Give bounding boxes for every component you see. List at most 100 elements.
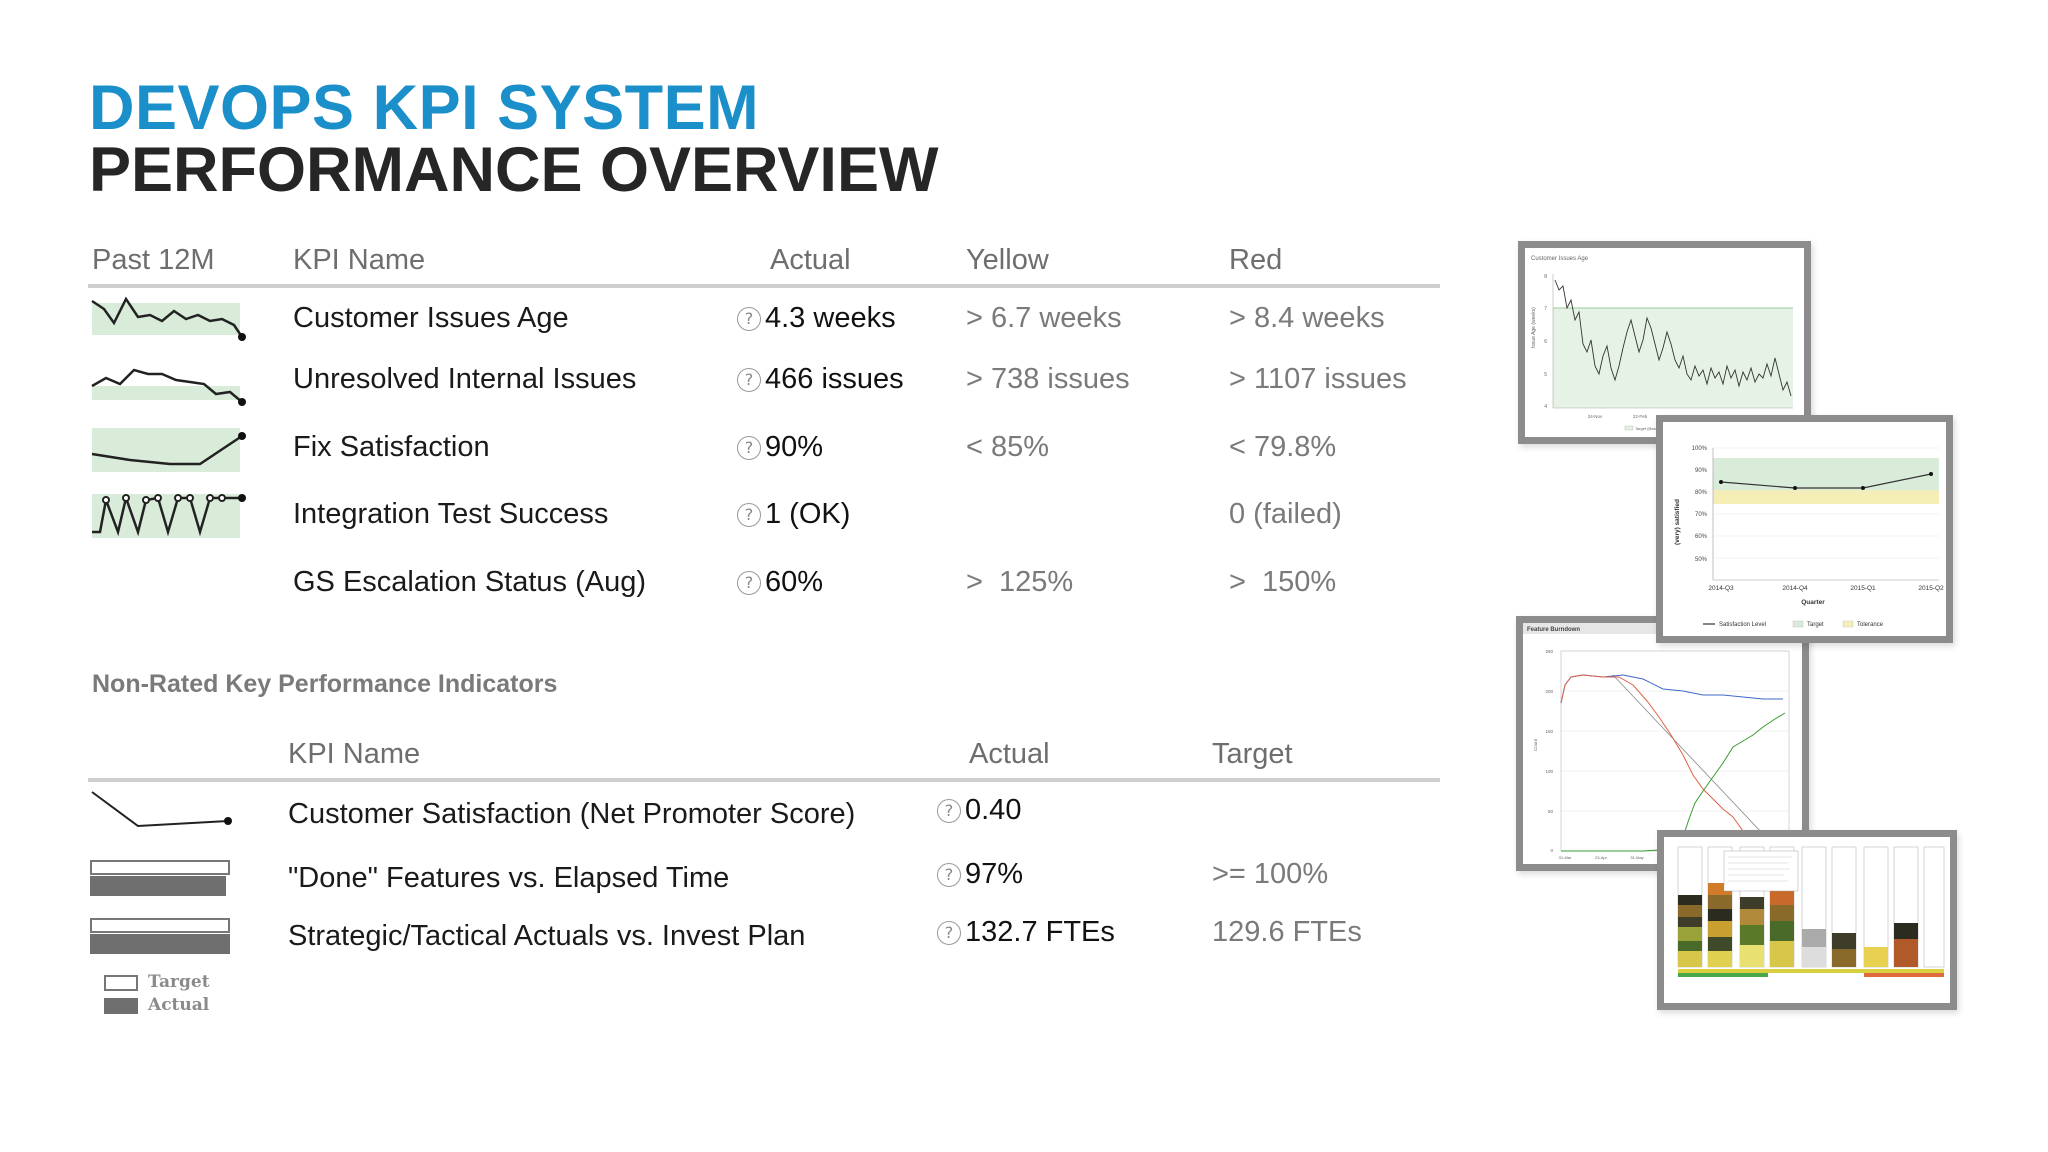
nonrated-actual-done-features: ? 97% (937, 858, 1023, 891)
kpi-red-customer-issues-age: > 8.4 weeks (1229, 302, 1385, 334)
svg-text:2014-Q4: 2014-Q4 (1782, 585, 1808, 592)
kpi-actual-gs-escalation-status: ? 60% (737, 566, 823, 599)
kpi-name-fix-satisfaction: Fix Satisfaction (293, 431, 490, 463)
svg-text:8: 8 (1544, 274, 1547, 280)
sparkline-fix-satisfaction (91, 428, 246, 472)
svg-text:2015-Q2: 2015-Q2 (1918, 585, 1944, 592)
help-icon[interactable]: ? (737, 571, 761, 595)
kpi-actual-unresolved-internal-issues: ? 466 issues (737, 363, 904, 396)
header-actual: Actual (770, 244, 851, 276)
thumbnail-investment-plan[interactable] (1657, 830, 1957, 1010)
nonrated-target-done-features: >= 100% (1212, 858, 1329, 890)
svg-text:150: 150 (1545, 729, 1553, 734)
page-subtitle: PERFORMANCE OVERVIEW (89, 135, 939, 205)
svg-text:50: 50 (1548, 809, 1554, 814)
svg-text:Target: Target (1807, 622, 1824, 628)
kpi-actual-customer-issues-age: ? 4.3 weeks (737, 302, 896, 335)
nonrated-name-strategic-tactical: Strategic/Tactical Actuals vs. Invest Pl… (288, 920, 806, 952)
help-icon[interactable]: ? (737, 368, 761, 392)
legend-target-label: Target (148, 972, 210, 992)
thumb1-title: Customer Issues Age (1531, 256, 1589, 262)
svg-text:4: 4 (1544, 404, 1547, 410)
svg-text:100%: 100% (1692, 446, 1708, 452)
svg-text:Feature Burndown: Feature Burndown (1527, 627, 1580, 633)
svg-text:90%: 90% (1695, 468, 1708, 474)
nonrated-actual-customer-satisfaction: ? 0.40 (937, 794, 1021, 827)
kpi-yellow-gs-escalation-status: > 125% (966, 566, 1074, 598)
progress-done-features (90, 860, 230, 896)
header-kpi-name: KPI Name (293, 244, 426, 276)
svg-text:Target (Baseline): Target (Baseline) (1635, 426, 1666, 431)
help-icon[interactable]: ? (937, 921, 961, 945)
nonrated-target-strategic-tactical: 129.6 FTEs (1212, 916, 1362, 948)
svg-text:200: 200 (1545, 689, 1553, 694)
nonrated-header-divider (88, 778, 1440, 782)
svg-text:(very) satisfied: (very) satisfied (1674, 499, 1681, 545)
progress-strategic-tactical (90, 918, 230, 954)
kpi-actual-integration-test-success: ? 1 (OK) (737, 498, 850, 531)
svg-text:7: 7 (1544, 306, 1547, 312)
kpi-name-unresolved-internal-issues: Unresolved Internal Issues (293, 363, 637, 395)
kpi-red-integration-test-success: 0 (failed) (1229, 498, 1342, 530)
help-icon[interactable]: ? (737, 436, 761, 460)
svg-text:22-Feb: 22-Feb (1633, 414, 1648, 419)
sparkline-customer-satisfaction (91, 791, 232, 828)
svg-text:Satisfaction Level: Satisfaction Level (1719, 622, 1766, 628)
svg-text:24-Nov: 24-Nov (1588, 414, 1603, 419)
help-icon[interactable]: ? (937, 863, 961, 887)
kpi-actual-fix-satisfaction: ? 90% (737, 431, 823, 464)
legend-target-swatch (104, 975, 138, 991)
svg-text:2014-Q3: 2014-Q3 (1708, 585, 1734, 592)
svg-text:5: 5 (1544, 372, 1547, 378)
svg-text:100: 100 (1545, 769, 1553, 774)
kpi-name-gs-escalation-status: GS Escalation Status (Aug) (293, 566, 646, 598)
legend-actual-label: Actual (148, 995, 210, 1015)
thumbnail-fix-satisfaction[interactable]: 100% 90% 80% 70% 60% 50% (very) satisfie… (1656, 415, 1953, 643)
svg-text:70%: 70% (1695, 512, 1708, 518)
sparkline-customer-issues-age (91, 296, 246, 341)
legend-actual-swatch (104, 998, 138, 1014)
svg-text:31-May: 31-May (1630, 855, 1643, 860)
svg-text:60%: 60% (1695, 534, 1708, 540)
svg-text:250: 250 (1545, 649, 1553, 654)
header-divider (88, 284, 1440, 288)
help-icon[interactable]: ? (737, 503, 761, 527)
svg-text:Issue Age (weeks): Issue Age (weeks) (1531, 307, 1537, 348)
kpi-red-fix-satisfaction: < 79.8% (1229, 431, 1337, 463)
kpi-name-integration-test-success: Integration Test Success (293, 498, 609, 530)
kpi-red-gs-escalation-status: > 150% (1229, 566, 1337, 598)
svg-text:80%: 80% (1695, 490, 1708, 496)
kpi-yellow-unresolved-internal-issues: > 738 issues (966, 363, 1130, 395)
svg-text:Tolerance: Tolerance (1857, 622, 1884, 628)
progress-actual-bar (90, 934, 230, 954)
progress-target-bar (90, 860, 230, 875)
section-title-non-rated: Non-Rated Key Performance Indicators (92, 670, 558, 698)
nonrated-actual-strategic-tactical: ? 132.7 FTEs (937, 916, 1115, 949)
thumbnail-customer-issues-age[interactable]: Customer Issues Age Issue Age (weeks) 8 … (1518, 241, 1811, 444)
kpi-yellow-fix-satisfaction: < 85% (966, 431, 1050, 463)
kpi-red-unresolved-internal-issues: > 1107 issues (1229, 363, 1407, 395)
svg-text:23-Apr: 23-Apr (1595, 855, 1608, 860)
nonrated-header-kpi-name: KPI Name (288, 738, 421, 770)
svg-text:2015-Q1: 2015-Q1 (1850, 585, 1876, 592)
header-red: Red (1229, 244, 1283, 276)
svg-text:6: 6 (1544, 339, 1547, 345)
svg-text:Count: Count (1533, 738, 1538, 751)
nonrated-name-done-features: "Done" Features vs. Elapsed Time (288, 862, 730, 894)
nonrated-header-actual: Actual (969, 738, 1050, 770)
kpi-yellow-customer-issues-age: > 6.7 weeks (966, 302, 1122, 334)
nonrated-header-target: Target (1212, 738, 1293, 770)
help-icon[interactable]: ? (937, 799, 961, 823)
progress-target-bar (90, 918, 230, 933)
progress-actual-bar (90, 876, 226, 896)
help-icon[interactable]: ? (737, 307, 761, 331)
sparkline-integration-test-success (92, 493, 246, 538)
header-past-12m: Past 12M (92, 244, 215, 276)
svg-text:0: 0 (1550, 848, 1553, 853)
kpi-name-customer-issues-age: Customer Issues Age (293, 302, 569, 334)
svg-text:31-Mar: 31-Mar (1559, 855, 1572, 860)
header-yellow: Yellow (966, 244, 1049, 276)
svg-text:Quarter: Quarter (1801, 599, 1825, 606)
page-title: DEVOPS KPI SYSTEM (89, 73, 760, 143)
nonrated-name-customer-satisfaction: Customer Satisfaction (Net Promoter Scor… (288, 798, 856, 830)
